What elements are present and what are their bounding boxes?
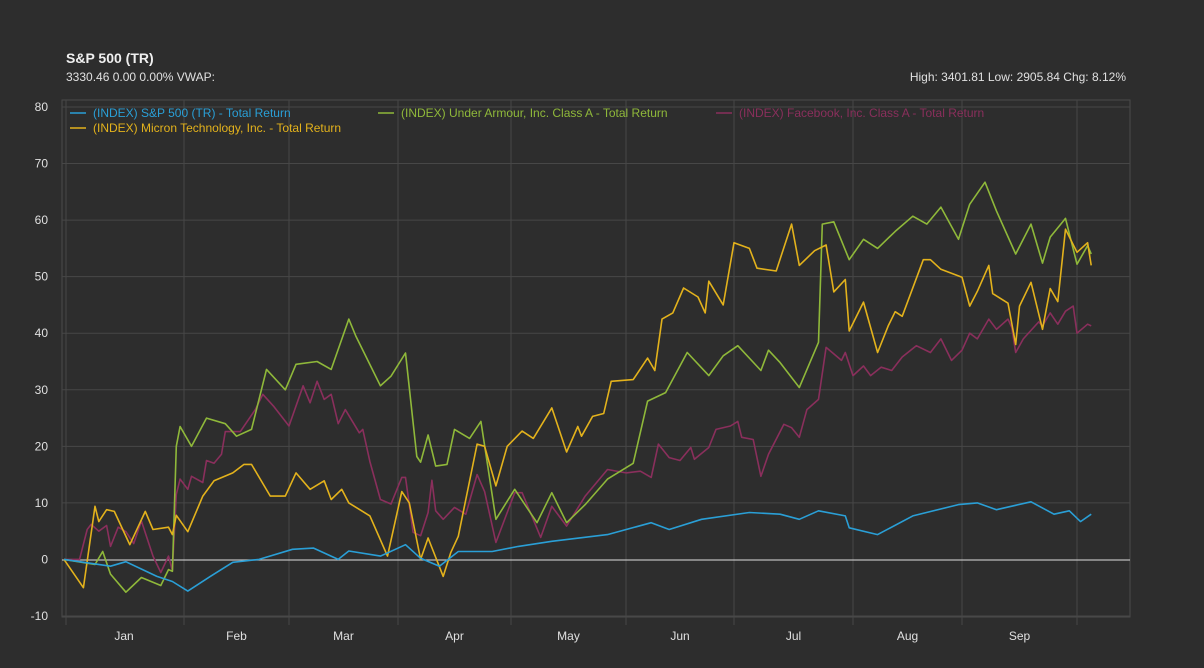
chart-title: S&P 500 (TR)	[66, 50, 154, 66]
series-line-3	[63, 223, 1092, 589]
legend-item[interactable]: (INDEX) S&P 500 (TR) - Total Return	[70, 106, 291, 120]
y-tick-label: 70	[35, 157, 49, 171]
y-tick-label: 40	[35, 326, 49, 340]
x-tick-label: Feb	[226, 629, 247, 643]
y-tick-label: 50	[35, 270, 49, 284]
series-line-0	[63, 500, 1092, 592]
grid	[62, 100, 1130, 625]
x-tick-label: Jun	[670, 629, 689, 643]
stats-line: High: 3401.81 Low: 2905.84 Chg: 8.12%	[909, 70, 1126, 84]
y-tick-label: 80	[35, 100, 49, 114]
quote-line: 3330.46 0.00 0.00% VWAP:	[66, 70, 215, 84]
y-tick-label: 60	[35, 213, 49, 227]
x-tick-label: May	[557, 629, 580, 643]
y-tick-label: 30	[35, 383, 49, 397]
legend-label: (INDEX) Micron Technology, Inc. - Total …	[93, 121, 341, 135]
x-tick-label: Mar	[333, 629, 354, 643]
series-line-1	[63, 181, 1092, 594]
legend-label: (INDEX) Under Armour, Inc. Class A - Tot…	[401, 106, 668, 120]
legend-item[interactable]: (INDEX) Under Armour, Inc. Class A - Tot…	[378, 106, 668, 120]
legend-item[interactable]: (INDEX) Facebook, Inc. Class A - Total R…	[716, 106, 984, 120]
y-tick-label: -10	[31, 609, 49, 623]
y-tick-label: 0	[41, 552, 48, 566]
x-axis: Jan Feb Mar Apr May Jun Jul Aug Sep	[114, 629, 1030, 643]
legend-label: (INDEX) Facebook, Inc. Class A - Total R…	[739, 106, 984, 120]
series-lines	[63, 181, 1092, 594]
series-line-2	[64, 305, 1092, 574]
x-tick-label: Sep	[1009, 629, 1031, 643]
legend-item[interactable]: (INDEX) Micron Technology, Inc. - Total …	[70, 121, 341, 135]
x-tick-label: Apr	[445, 629, 464, 643]
legend-label: (INDEX) S&P 500 (TR) - Total Return	[93, 106, 291, 120]
y-tick-label: 20	[35, 439, 49, 453]
plot-frame	[61, 99, 1131, 618]
x-tick-label: Jan	[114, 629, 133, 643]
legend: (INDEX) S&P 500 (TR) - Total Return (INDE…	[70, 106, 984, 135]
y-tick-label: 10	[35, 496, 49, 510]
x-tick-label: Jul	[786, 629, 801, 643]
x-tick-label: Aug	[897, 629, 918, 643]
y-axis: -10 0 10 20 30 40 50 60 70 80	[31, 100, 49, 623]
